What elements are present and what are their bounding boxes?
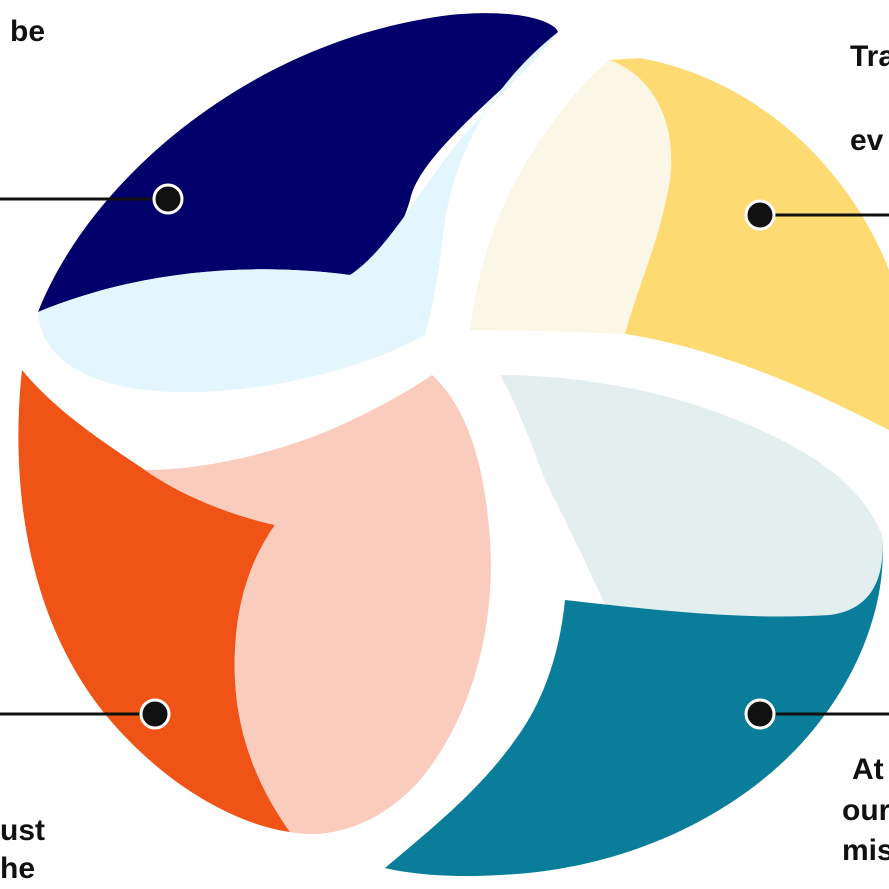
connectors: [0, 183, 889, 730]
label-bottom-left-line-2: he: [0, 852, 36, 885]
quadrant-bottom-right-inner: [500, 375, 883, 617]
connector-dot-top-left: [152, 183, 184, 215]
quadrant-bottom-left: [18, 370, 491, 835]
connector-dot-bottom-right: [744, 698, 776, 730]
label-top-right-line-2: ev: [850, 124, 884, 157]
quadrant-top-right-inner: [470, 60, 672, 334]
label-bottom-right-line-3: mis: [842, 834, 889, 867]
quadrant-bottom-left-outer: [18, 370, 290, 832]
label-bottom-right-line-2: our: [842, 794, 889, 827]
connector-dot-top-right: [744, 199, 776, 231]
quadrant-top-right-outer: [610, 58, 889, 430]
label-bottom-left-line-1: ust: [0, 814, 45, 847]
quadrant-top-left-inner: [38, 32, 558, 393]
label-bottom-right-line-1: At: [852, 753, 884, 786]
quadrant-top-right: [470, 58, 889, 430]
quadrant-top-left: [38, 13, 558, 393]
label-top-left-line-1: be: [10, 15, 46, 48]
quadrant-bottom-left-inner: [145, 375, 491, 835]
quadrant-top-left-outer: [38, 13, 558, 312]
quadrant-bottom-right-outer: [385, 535, 883, 877]
connector-dot-bottom-left: [139, 698, 171, 730]
quadrant-bottom-right: [385, 375, 883, 877]
label-top-right-line-1: Tra: [850, 40, 889, 73]
